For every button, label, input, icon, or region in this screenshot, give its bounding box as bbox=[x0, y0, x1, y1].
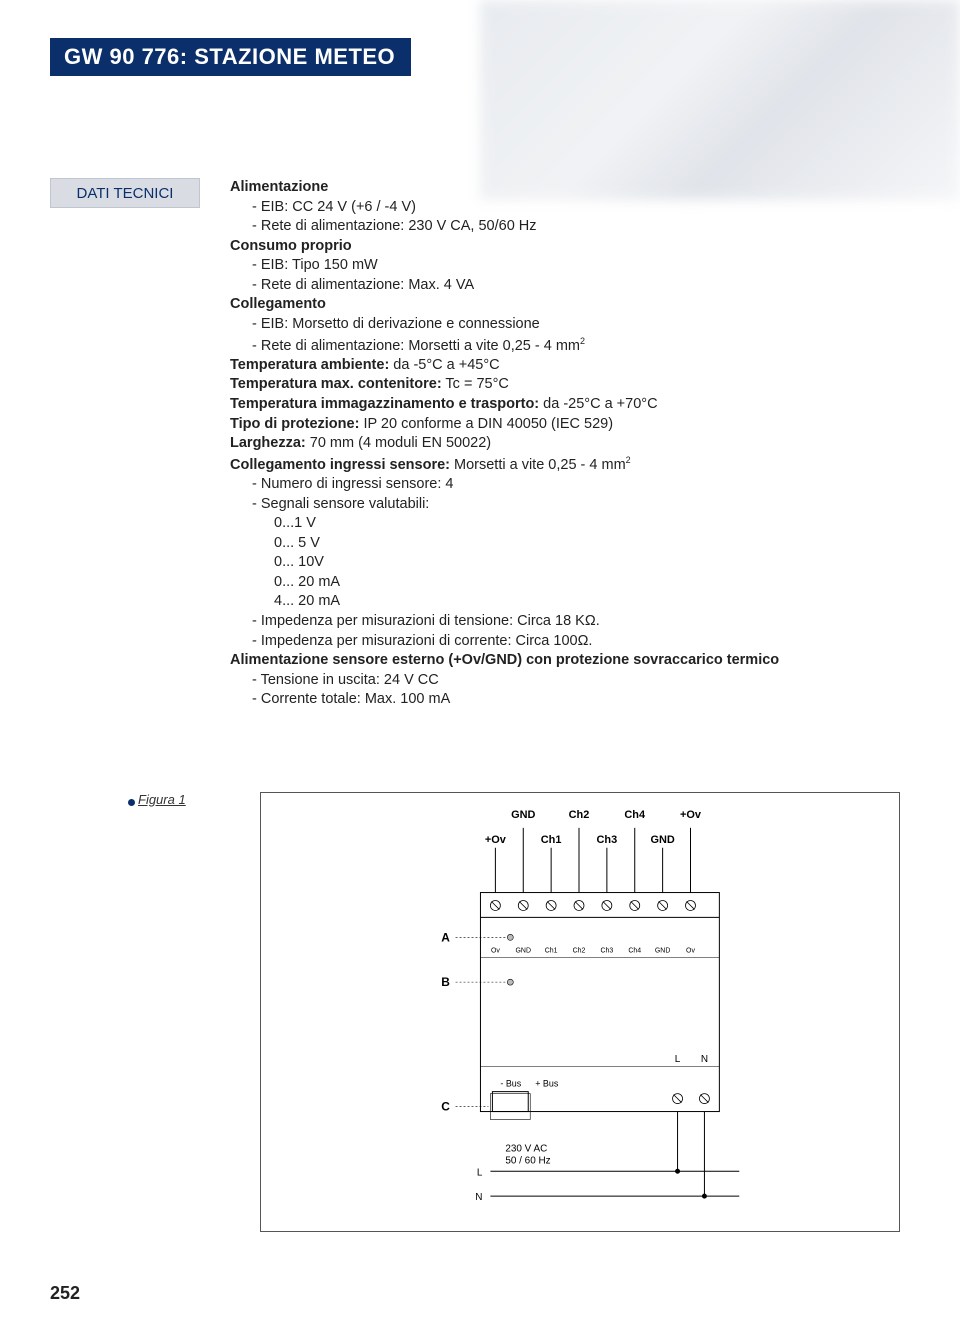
page-title: GW 90 776: STAZIONE METEO bbox=[50, 38, 411, 76]
inner-label: Ch2 bbox=[573, 947, 586, 954]
label-l: L bbox=[675, 1054, 681, 1065]
wiring-diagram-svg: GND Ch2 Ch4 +Ov +Ov Ch1 Ch3 GND Ov GND C… bbox=[261, 793, 899, 1231]
label-n: N bbox=[701, 1054, 708, 1065]
spec-line: - Impedenza per misurazioni di corrente:… bbox=[230, 632, 900, 652]
spec-content: Alimentazione - EIB: CC 24 V (+6 / -4 V)… bbox=[230, 178, 900, 710]
spec-line: Collegamento ingressi sensore: Morsetti … bbox=[230, 454, 900, 475]
spec-line: 0...1 V bbox=[230, 514, 900, 534]
figure-label: Figura 1 bbox=[138, 792, 186, 807]
label: Ch2 bbox=[569, 809, 590, 821]
label: Ch4 bbox=[624, 809, 646, 821]
page-number: 252 bbox=[50, 1283, 80, 1304]
label: Ch1 bbox=[541, 834, 562, 846]
spec-line: Tipo di protezione: IP 20 conforme a DIN… bbox=[230, 415, 900, 435]
spec-line: Larghezza: 70 mm (4 moduli EN 50022) bbox=[230, 434, 900, 454]
power-n: N bbox=[475, 1192, 482, 1203]
spec-line: - Segnali sensore valutabili: bbox=[230, 495, 900, 515]
background-photo bbox=[480, 0, 960, 200]
marker-c: C bbox=[441, 1100, 450, 1114]
spec-line: - Rete di alimentazione: Max. 4 VA bbox=[230, 276, 900, 296]
title-code: GW 90 776: bbox=[64, 44, 188, 69]
spec-line: Temperatura ambiente: da -5°C a +45°C bbox=[230, 356, 900, 376]
figure-1-diagram: GND Ch2 Ch4 +Ov +Ov Ch1 Ch3 GND Ov GND C… bbox=[260, 792, 900, 1232]
spec-line: - Tensione in uscita: 24 V CC bbox=[230, 671, 900, 691]
heading: Alimentazione bbox=[230, 179, 328, 195]
bus-minus: - Bus bbox=[500, 1079, 521, 1089]
heading: Collegamento bbox=[230, 296, 326, 312]
spec-line: - Rete di alimentazione: 230 V CA, 50/60… bbox=[230, 217, 900, 237]
label: +Ov bbox=[680, 809, 702, 821]
spec-line: - EIB: Tipo 150 mW bbox=[230, 256, 900, 276]
label: GND bbox=[511, 809, 535, 821]
inner-label: Ov bbox=[491, 947, 500, 954]
heading: Consumo proprio bbox=[230, 238, 352, 254]
heading: Alimentazione sensore esterno (+Ov/GND) … bbox=[230, 652, 779, 668]
spec-line: 4... 20 mA bbox=[230, 592, 900, 612]
label: +Ov bbox=[485, 834, 507, 846]
spec-line: 0... 5 V bbox=[230, 534, 900, 554]
inner-label: Ov bbox=[686, 947, 695, 954]
spec-line: - EIB: Morsetto di derivazione e conness… bbox=[230, 315, 900, 335]
power-line1: 230 V AC bbox=[505, 1143, 547, 1154]
power-line2: 50 / 60 Hz bbox=[505, 1155, 550, 1166]
sidebar-label: DATI TECNICI bbox=[50, 178, 200, 208]
inner-label: Ch3 bbox=[600, 947, 613, 954]
spec-line: - EIB: CC 24 V (+6 / -4 V) bbox=[230, 198, 900, 218]
inner-label: GND bbox=[655, 947, 670, 954]
spec-line: - Impedenza per misurazioni di tensione:… bbox=[230, 612, 900, 632]
spec-line: Temperatura immagazzinamento e trasporto… bbox=[230, 395, 900, 415]
spec-line: 0... 20 mA bbox=[230, 573, 900, 593]
spec-line: - Rete di alimentazione: Morsetti a vite… bbox=[230, 335, 900, 356]
spec-line: - Numero di ingressi sensore: 4 bbox=[230, 475, 900, 495]
power-l: L bbox=[477, 1167, 483, 1178]
bus-plus: + Bus bbox=[535, 1079, 559, 1089]
inner-label: GND bbox=[516, 947, 531, 954]
label: GND bbox=[650, 834, 674, 846]
inner-label: Ch4 bbox=[628, 947, 641, 954]
title-name: STAZIONE METEO bbox=[194, 44, 395, 69]
label: Ch3 bbox=[597, 834, 618, 846]
marker-a: A bbox=[441, 930, 450, 944]
marker-b: B bbox=[441, 975, 450, 989]
inner-label: Ch1 bbox=[545, 947, 558, 954]
spec-line: - Corrente totale: Max. 100 mA bbox=[230, 690, 900, 710]
figure-bullet-icon bbox=[128, 799, 135, 806]
spec-line: Temperatura max. contenitore: Tc = 75°C bbox=[230, 375, 900, 395]
spec-line: 0... 10V bbox=[230, 553, 900, 573]
